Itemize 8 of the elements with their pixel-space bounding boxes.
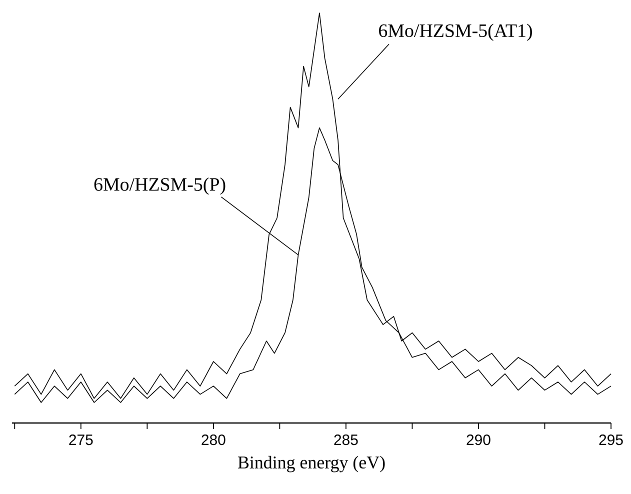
annotation: 6Mo/HZSM-5(P) [94,178,226,195]
annotation: 6Mo/HZSM-5(AT1) [379,24,532,41]
x-tick-label: 285 [334,434,358,446]
x-axis-title: Binding energy (eV) [238,456,385,472]
x-tick-label: 275 [69,434,93,446]
x-tick-label: 290 [466,434,490,446]
x-tick-label: 280 [202,434,226,446]
x-tick-label: 295 [599,434,623,446]
